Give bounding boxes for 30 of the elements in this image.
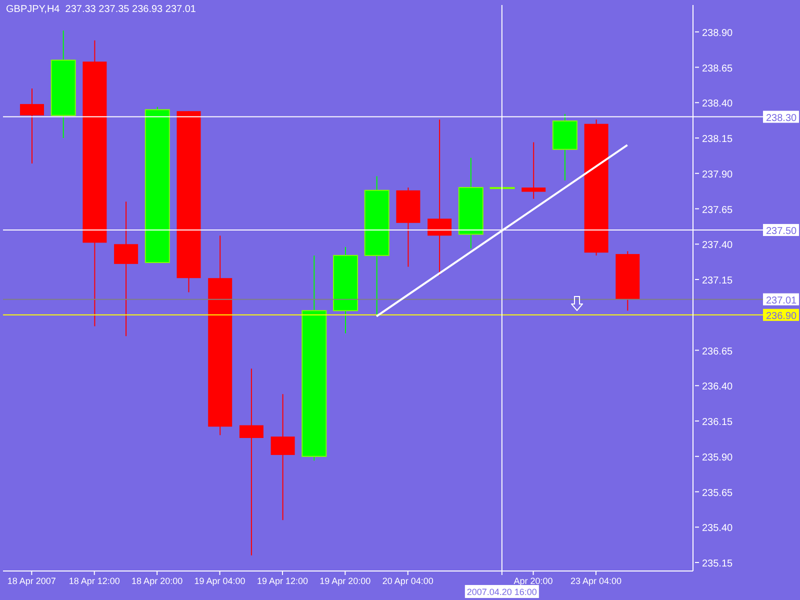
x-tick-label: 23 Apr 04:00 bbox=[570, 576, 622, 586]
y-tick-label: 237.15 bbox=[702, 276, 734, 287]
y-tick-label: 238.65 bbox=[702, 63, 734, 74]
x-tick-label: Apr 20:00 bbox=[514, 576, 553, 586]
ref-line-label: 237.01 bbox=[766, 295, 798, 306]
y-tick-label: 238.90 bbox=[702, 28, 734, 39]
x-tick-label: 19 Apr 12:00 bbox=[256, 576, 308, 586]
y-tick-label: 235.40 bbox=[702, 523, 734, 534]
y-tick-label: 236.40 bbox=[702, 382, 734, 393]
x-tick-label: 2007.04.20 16:00 bbox=[466, 587, 537, 597]
x-tick-label: 18 Apr 20:00 bbox=[132, 576, 183, 586]
y-tick-label: 238.40 bbox=[702, 98, 734, 110]
ref-line-label: 237.50 bbox=[766, 226, 798, 237]
y-tick-label: 236.65 bbox=[702, 346, 734, 358]
y-tick-label: 235.65 bbox=[702, 488, 734, 499]
y-tick-label: 238.15 bbox=[702, 134, 734, 146]
y-tick-label: 237.40 bbox=[702, 240, 734, 252]
chart-title: GBPJPY,H4 237.33 237.35 236.93 237.01 bbox=[6, 4, 196, 15]
y-tick-label: 235.15 bbox=[702, 558, 734, 570]
y-tick-label: 235.90 bbox=[702, 452, 734, 464]
y-tick-label: 236.15 bbox=[702, 417, 734, 428]
y-tick-label: 237.90 bbox=[702, 169, 734, 180]
x-tick-label: 18 Apr 2007 bbox=[7, 576, 56, 586]
x-tick-label: 19 Apr 04:00 bbox=[194, 576, 246, 586]
ref-line-label: 236.90 bbox=[766, 310, 798, 322]
x-tick-label: 19 Apr 20:00 bbox=[320, 576, 371, 586]
x-tick-label: 18 Apr 12:00 bbox=[68, 576, 120, 586]
ref-line-label: 238.30 bbox=[766, 112, 798, 124]
y-tick-label: 237.65 bbox=[702, 204, 734, 216]
x-tick-label: 20 Apr 04:00 bbox=[382, 576, 434, 586]
